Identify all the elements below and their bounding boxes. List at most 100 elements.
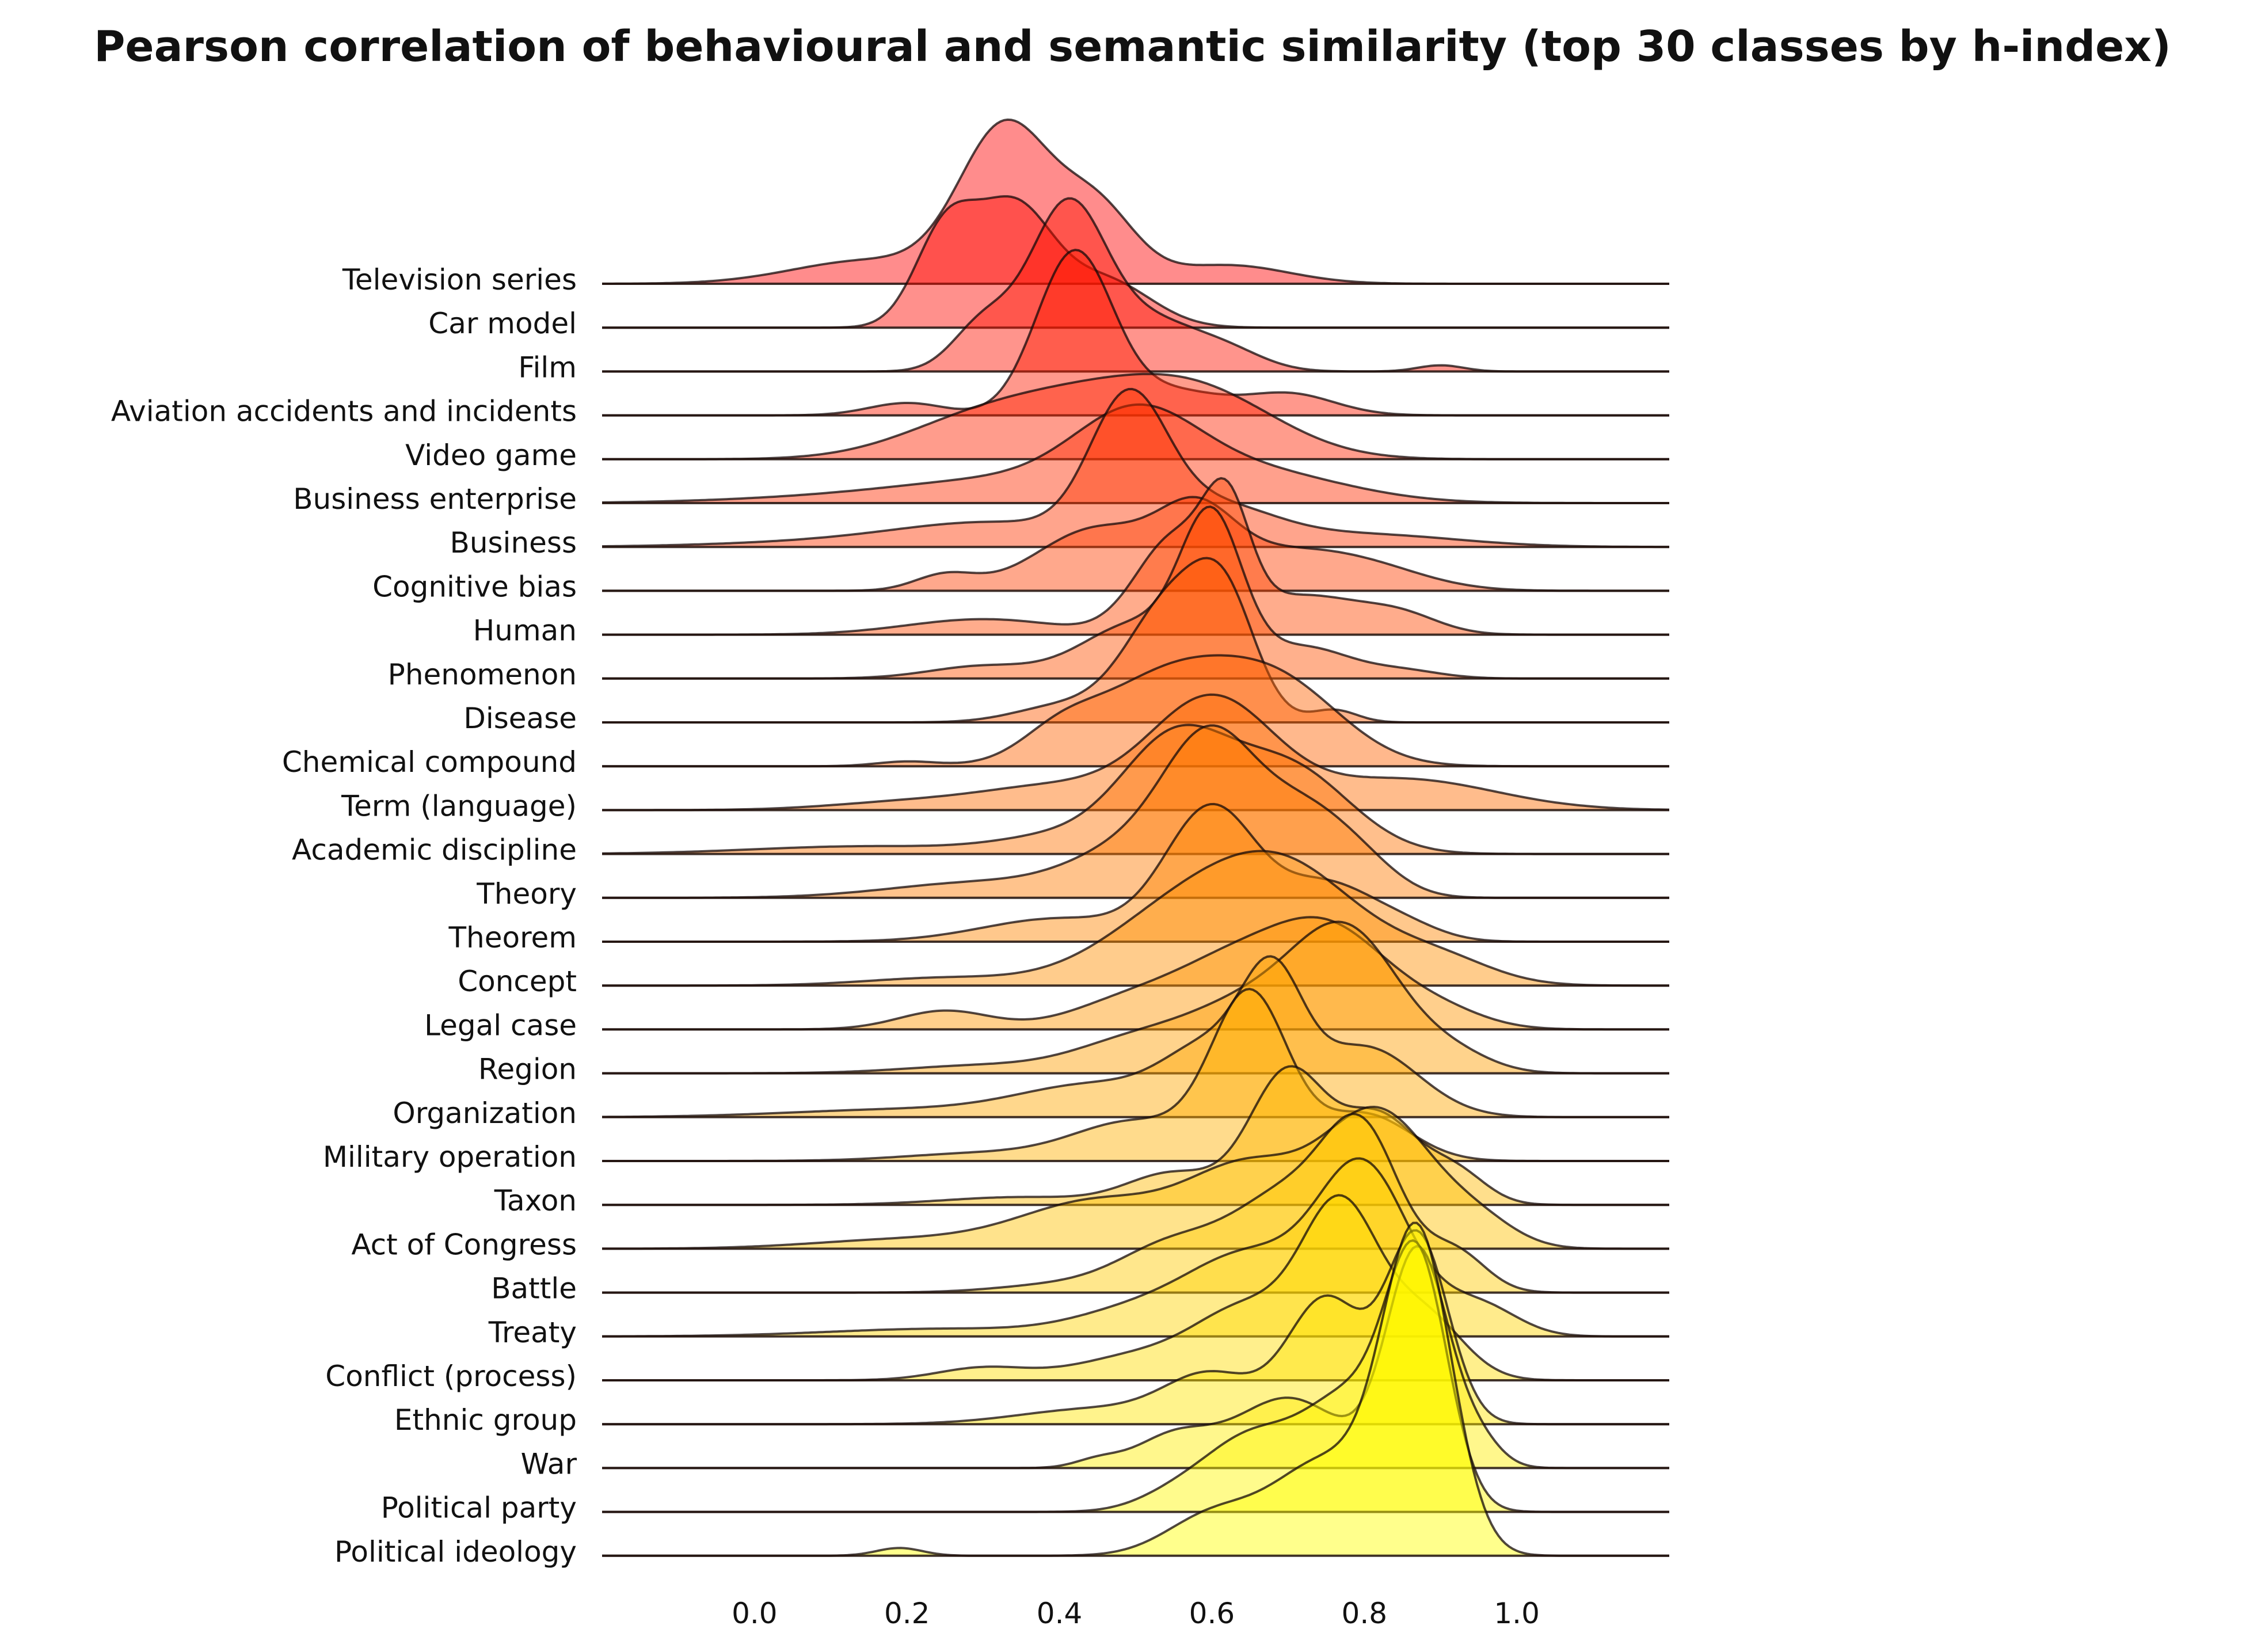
ridge-line [602,387,1669,549]
row-label: Treaty [488,1316,577,1349]
x-tick-label: 0.8 [1342,1597,1388,1630]
ridge-series [602,1239,1669,1513]
ridge-fill [602,725,1669,854]
ridge-fill [602,507,1669,679]
ridge-fill [602,1246,1669,1468]
ridge-fill [602,804,1669,942]
ridge-series [602,1229,1669,1426]
ridge-fill [602,1223,1669,1556]
row-label: Video game [405,439,577,472]
row-label: Television series [342,263,577,296]
chart-title: Pearson correlation of behavioural and s… [94,22,2171,71]
ridge-fill [602,725,1669,898]
ridge-series [602,988,1669,1162]
ridge-series [602,197,1669,373]
row-label: Theorem [448,921,577,954]
ridge-line [602,955,1669,1118]
row-label: Political ideology [334,1535,577,1569]
ridge-fill [602,694,1669,810]
row-label: Business enterprise [293,482,577,516]
row-label: Region [478,1053,577,1086]
ridge-fill [602,404,1669,503]
row-label: Military operation [323,1140,577,1174]
ridge-series [602,403,1669,504]
ridge-fill [602,851,1669,986]
ridge-series [602,477,1669,636]
ridge-layer [602,118,1670,1557]
row-label: War [521,1447,577,1480]
ridge-series [602,1113,1669,1294]
ridge-series [602,1194,1669,1381]
row-label: Organization [393,1097,577,1130]
x-tick-label: 0.6 [1189,1597,1235,1630]
row-label: Term (language) [341,789,577,823]
ridge-series [602,249,1669,417]
ridge-fill [602,478,1669,635]
x-tick-label: 1.0 [1494,1597,1540,1630]
row-label: Concept [458,965,577,998]
ridge-series [602,955,1669,1118]
ridge-fill [602,1114,1669,1293]
row-label: Battle [491,1272,577,1305]
ridge-line [602,1105,1669,1250]
ridge-fill [602,989,1669,1161]
ridge-series [602,654,1669,768]
ridge-fill [602,497,1669,591]
ridge-fill [602,956,1669,1117]
ridge-series [602,496,1669,592]
ridge-series [602,195,1669,329]
ridge-fill [602,1230,1669,1425]
ridge-fill [602,198,1669,372]
ridge-fill [602,196,1669,328]
row-label: Aviation accidents and incidents [111,395,577,428]
row-label-layer: Television series Car model Film Aviation a… [111,263,577,1569]
ridge-fill [602,1240,1669,1512]
ridge-series [602,724,1669,899]
x-axis: 0.0 0.2 0.4 0.6 0.8 1.0 [732,1597,1540,1630]
ridge-fill [602,1066,1669,1205]
ridge-line [602,1157,1669,1338]
ridge-fill [602,558,1669,722]
ridge-fill [602,389,1669,547]
row-label: Theory [476,877,577,911]
row-label: Phenomenon [388,658,577,691]
row-label: Human [473,614,577,648]
ridge-series [602,118,1669,285]
ridge-fill [602,250,1669,416]
row-label: Film [518,351,577,384]
row-label: Chemical compound [282,745,577,779]
ridge-fill [602,1158,1669,1337]
ridge-fill [602,119,1669,284]
ridge-series [602,693,1670,812]
ridge-fill [602,655,1669,767]
ridge-line [602,693,1670,812]
row-label: Political party [381,1491,577,1525]
row-label: Act of Congress [351,1228,577,1261]
ridge-series [602,724,1669,855]
ridge-series [602,372,1669,460]
ridge-series [602,387,1669,549]
row-label: Legal case [424,1008,577,1042]
ridge-series [602,802,1669,943]
ridge-series [602,1065,1669,1206]
row-label: Business [450,526,577,559]
x-tick-label: 0.0 [732,1597,778,1630]
ridge-fill [602,374,1669,459]
x-tick-label: 0.4 [1037,1597,1083,1630]
ridge-series [602,850,1669,987]
ridge-fill [602,1195,1669,1380]
ridge-series [602,557,1669,724]
ridge-series [602,1221,1669,1557]
x-tick-label: 0.2 [884,1597,930,1630]
row-label: Car model [428,307,577,340]
row-label: Ethnic group [394,1403,577,1437]
ridge-fill [602,922,1669,1074]
ridge-series [602,1157,1669,1338]
row-label: Academic discipline [292,833,577,867]
row-label: Disease [463,702,577,735]
ridge-series [602,1244,1669,1470]
row-label: Cognitive bias [372,570,577,603]
row-label: Taxon [494,1184,577,1217]
ridge-fill [602,917,1669,1030]
